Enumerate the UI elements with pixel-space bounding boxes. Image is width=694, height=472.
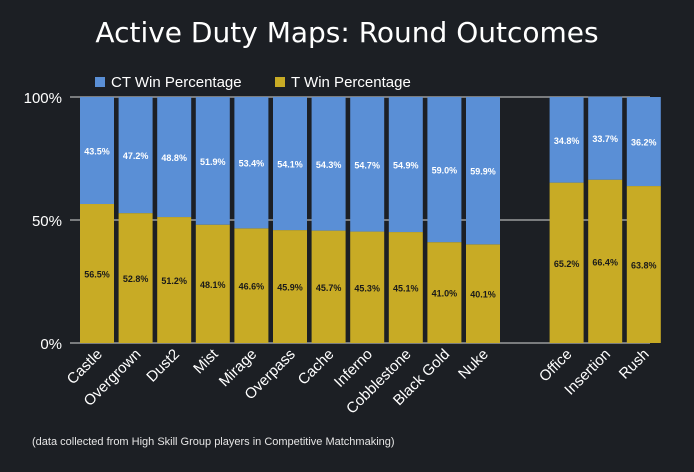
legend-swatch bbox=[275, 77, 285, 87]
t-data-label: 63.8% bbox=[631, 261, 657, 271]
t-data-label: 45.9% bbox=[277, 283, 303, 293]
ct-bar bbox=[234, 97, 269, 229]
t-data-label: 65.2% bbox=[554, 259, 580, 269]
legend-label: CT Win Percentage bbox=[111, 74, 242, 91]
t-data-label: 48.1% bbox=[200, 280, 226, 290]
ct-data-label: 36.2% bbox=[631, 138, 657, 148]
ct-bar bbox=[626, 97, 661, 187]
y-tick-label: 100% bbox=[24, 90, 62, 107]
ct-data-label: 54.7% bbox=[354, 160, 380, 170]
ct-data-label: 47.2% bbox=[123, 151, 149, 161]
ct-bar bbox=[118, 97, 153, 214]
t-bar bbox=[195, 224, 230, 343]
ct-bar bbox=[350, 97, 385, 232]
t-bar bbox=[549, 182, 584, 343]
ct-data-label: 53.4% bbox=[239, 159, 265, 169]
t-bar bbox=[588, 179, 623, 343]
t-bar bbox=[311, 230, 346, 343]
t-bar bbox=[466, 244, 500, 343]
x-tick-label: Mist bbox=[190, 345, 222, 377]
x-tick-label: Dust2 bbox=[143, 346, 183, 386]
chart-title: Active Duty Maps: Round Outcomes bbox=[95, 16, 599, 49]
legend-swatch bbox=[95, 77, 105, 87]
ct-data-label: 43.5% bbox=[84, 147, 110, 157]
t-data-label: 66.4% bbox=[592, 257, 618, 267]
ct-data-label: 48.8% bbox=[161, 153, 187, 163]
t-bar bbox=[427, 242, 462, 343]
ct-data-label: 54.9% bbox=[393, 161, 419, 171]
ct-bar bbox=[195, 97, 230, 225]
t-data-label: 51.2% bbox=[161, 276, 187, 286]
x-tick-label: Nuke bbox=[455, 346, 492, 383]
ct-data-label: 34.8% bbox=[554, 136, 580, 146]
ct-data-label: 33.7% bbox=[592, 134, 618, 144]
ct-bar bbox=[80, 97, 114, 205]
t-data-label: 45.7% bbox=[316, 283, 342, 293]
ct-bar bbox=[588, 96, 623, 180]
t-data-label: 40.1% bbox=[470, 290, 496, 300]
x-tick-label: Rush bbox=[616, 346, 653, 383]
ct-bar bbox=[427, 97, 462, 243]
ct-data-label: 59.9% bbox=[470, 167, 496, 177]
t-data-label: 56.5% bbox=[84, 270, 110, 280]
ct-bar bbox=[311, 97, 346, 231]
t-bar bbox=[273, 230, 307, 343]
legend-label: T Win Percentage bbox=[291, 74, 411, 91]
t-bar bbox=[118, 213, 153, 343]
ct-bar bbox=[273, 97, 307, 231]
ct-bar bbox=[388, 97, 423, 233]
ct-bar bbox=[549, 97, 584, 183]
y-tick-label: 50% bbox=[32, 213, 62, 230]
t-data-label: 41.0% bbox=[432, 289, 458, 299]
ct-data-label: 54.1% bbox=[277, 160, 303, 170]
t-bar bbox=[350, 231, 385, 343]
t-bar bbox=[388, 232, 423, 343]
t-bar bbox=[80, 204, 114, 343]
ct-data-label: 51.9% bbox=[200, 157, 226, 167]
t-data-label: 45.3% bbox=[354, 283, 380, 293]
t-data-label: 46.6% bbox=[239, 282, 265, 292]
x-tick-label: Cache bbox=[295, 346, 338, 389]
ct-data-label: 54.3% bbox=[316, 160, 342, 170]
t-bar bbox=[234, 228, 269, 343]
t-bar bbox=[626, 186, 661, 343]
ct-bar bbox=[466, 97, 500, 245]
y-tick-label: 0% bbox=[40, 336, 62, 353]
footnote: (data collected from High Skill Group pl… bbox=[32, 436, 395, 448]
ct-bar bbox=[157, 97, 192, 218]
t-data-label: 45.1% bbox=[393, 284, 419, 294]
t-data-label: 52.8% bbox=[123, 274, 149, 284]
ct-data-label: 59.0% bbox=[432, 166, 458, 176]
t-bar bbox=[157, 217, 192, 343]
